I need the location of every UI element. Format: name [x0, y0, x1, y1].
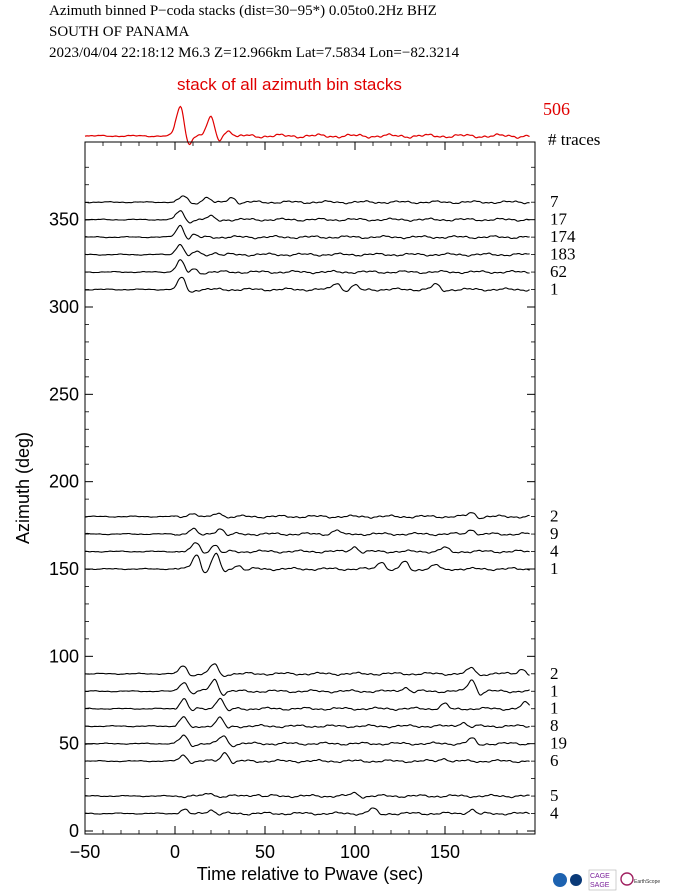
azimuth-trace-line — [85, 195, 530, 205]
trace-count-label: 2 — [550, 664, 559, 683]
y-tick-label: 200 — [49, 472, 79, 492]
azimuth-trace-line — [84, 244, 530, 257]
azimuth-trace-line — [84, 752, 530, 765]
funding-logos: CAGE SAGE EarthScope — [553, 869, 660, 891]
azimuth-trace-line — [85, 697, 531, 712]
sage-logo-text: SAGE — [590, 882, 610, 889]
earthscope-logo-text: EarthScope — [634, 879, 660, 885]
azimuth-trace-line — [84, 527, 530, 537]
y-tick-label: 350 — [49, 210, 79, 230]
azimuth-trace-line — [84, 734, 530, 748]
cage-sage-logo — [588, 869, 617, 891]
x-tick-label: 150 — [430, 842, 460, 862]
trace-count-label: 1 — [550, 681, 559, 700]
azimuth-trace-line — [84, 259, 530, 275]
stack-trace-line — [84, 105, 530, 146]
azimuth-trace-line — [84, 678, 530, 697]
y-tick-label: 300 — [49, 297, 79, 317]
trace-count-label: 8 — [550, 716, 559, 735]
trace-count-label: 7 — [550, 192, 559, 211]
y-tick-label: 50 — [59, 734, 79, 754]
azimuth-trace-line — [84, 276, 530, 293]
total-traces-count: 506 — [543, 99, 570, 119]
x-tick-label: 100 — [340, 842, 370, 862]
trace-count-label: 9 — [550, 524, 559, 543]
trace-count-label: 17 — [550, 210, 568, 229]
trace-count-label: 1 — [550, 280, 559, 299]
plot-frame — [84, 141, 536, 835]
trace-count-label: 4 — [550, 542, 559, 561]
azimuth-trace-line — [84, 512, 530, 520]
trace-count-label: 62 — [550, 262, 567, 281]
azimuth-trace-line — [84, 210, 530, 224]
y-axis-title: Azimuth (deg) — [13, 432, 33, 544]
trace-count-label: 174 — [550, 227, 576, 246]
azimuth-trace-line — [85, 224, 530, 240]
y-tick-label: 0 — [69, 821, 79, 841]
x-axis-title: Time relative to Pwave (sec) — [197, 864, 423, 884]
azimuth-trace-line — [84, 791, 530, 799]
x-tick-label: 50 — [255, 842, 275, 862]
nsf-logo — [553, 873, 567, 887]
stack-panel-label: stack of all azimuth bin stacks — [177, 75, 402, 94]
noaa-logo — [570, 874, 582, 886]
azimuth-trace-line — [84, 807, 530, 816]
azimuth-trace-line — [85, 552, 530, 574]
azimuth-trace-line — [84, 716, 530, 729]
trace-count-label: 2 — [550, 507, 559, 526]
trace-count-label: 1 — [550, 559, 559, 578]
header-line-1: Azimuth binned P−coda stacks (dist=30−95… — [49, 3, 437, 19]
header-line-3: 2023/04/04 22:18:12 M6.3 Z=12.966km Lat=… — [49, 45, 460, 61]
trace-count-label: 4 — [550, 804, 559, 823]
trace-count-label: 5 — [550, 786, 559, 805]
x-tick-label: 0 — [170, 842, 180, 862]
azimuth-trace-line — [84, 663, 530, 678]
azimuth-trace-line — [85, 542, 530, 554]
x-tick-label: −50 — [70, 842, 101, 862]
trace-count-label: 6 — [550, 751, 559, 770]
y-tick-label: 100 — [49, 646, 79, 666]
y-tick-label: 250 — [49, 384, 79, 404]
trace-count-label: 1 — [550, 699, 559, 718]
azimuth-traces — [84, 195, 531, 816]
traces-header-label: # traces — [548, 130, 600, 149]
cage-logo-text: CAGE — [590, 873, 610, 880]
header-line-2: SOUTH OF PANAMA — [49, 24, 189, 40]
earthscope-logo — [620, 872, 634, 886]
y-tick-label: 150 — [49, 559, 79, 579]
trace-count-label: 183 — [550, 245, 576, 264]
trace-count-label: 19 — [550, 734, 567, 753]
